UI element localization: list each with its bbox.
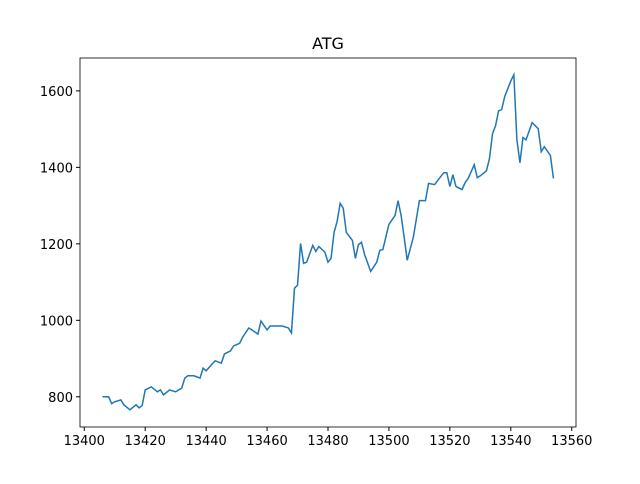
- y-tick-label: 1400: [40, 161, 73, 176]
- x-tick-label: 13440: [185, 434, 226, 449]
- y-tick-label: 1600: [40, 85, 73, 100]
- x-tick-label: 13480: [307, 434, 348, 449]
- x-tick-label: 13540: [490, 434, 531, 449]
- y-tick-label: 1200: [40, 238, 73, 253]
- y-tick-label: 1000: [40, 314, 73, 329]
- x-tick-label: 13460: [246, 434, 287, 449]
- y-tick-label: 800: [48, 391, 73, 406]
- x-tick-label: 13520: [429, 434, 470, 449]
- plot-frame: [79, 57, 577, 428]
- x-tick-label: 13420: [125, 434, 166, 449]
- x-tick-label: 13560: [551, 434, 592, 449]
- data-line: [102, 71, 555, 411]
- x-tick-label: 13400: [64, 434, 105, 449]
- chart-title: ATG: [312, 34, 344, 53]
- x-tick-label: 13500: [368, 434, 409, 449]
